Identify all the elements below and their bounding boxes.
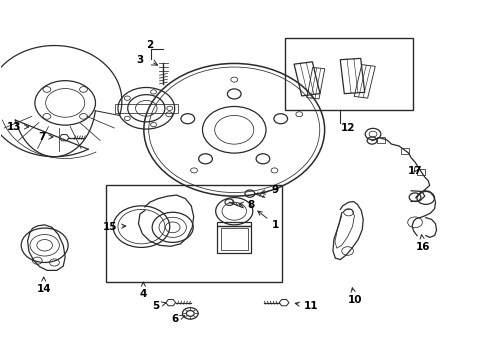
Text: 4: 4	[140, 282, 147, 299]
Bar	[217, 226, 251, 253]
Text: 2: 2	[146, 40, 153, 50]
Bar	[285, 39, 413, 110]
Text: 7: 7	[38, 132, 53, 142]
Text: 5: 5	[152, 301, 166, 311]
Bar	[217, 222, 251, 226]
Text: 16: 16	[416, 235, 431, 252]
Text: 11: 11	[295, 301, 318, 311]
Text: 15: 15	[102, 222, 126, 231]
Text: 3: 3	[137, 55, 144, 65]
Text: 10: 10	[348, 288, 362, 306]
Text: 12: 12	[341, 123, 355, 133]
Text: 17: 17	[408, 166, 422, 176]
Bar	[417, 169, 425, 175]
Text: 1: 1	[258, 211, 279, 230]
Bar	[401, 148, 409, 154]
Bar	[115, 104, 178, 113]
Text: 14: 14	[36, 277, 51, 294]
Bar	[106, 185, 282, 282]
Bar	[377, 137, 385, 143]
Text: 13: 13	[7, 122, 28, 132]
Bar	[220, 228, 248, 250]
Text: 8: 8	[239, 200, 255, 210]
Text: 6: 6	[172, 314, 185, 324]
Text: 9: 9	[261, 185, 279, 195]
